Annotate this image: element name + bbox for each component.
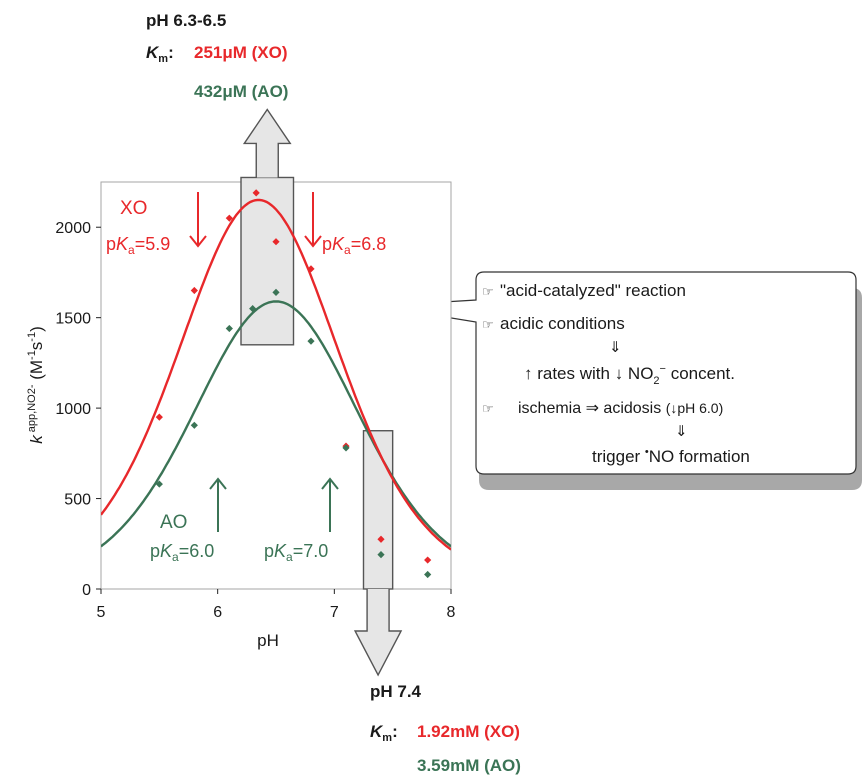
xo-data-point (307, 265, 315, 273)
xo-pka1-arrow-icon (189, 192, 207, 248)
callout-arrow1: ⇓ (609, 339, 622, 356)
ao-data-point (225, 324, 233, 333)
ao-label: AO (160, 512, 187, 533)
bottom-km-label: Km: (370, 722, 398, 744)
y-tick-label: 0 (82, 582, 91, 599)
xo-data-point (377, 535, 385, 543)
data-points (155, 189, 432, 579)
callout-line1: "acid-catalyzed" reaction (500, 281, 686, 300)
ao-data-point (307, 337, 315, 345)
xo-pka-arrows (189, 192, 322, 248)
bottom-km-ao: 3.59mM (AO) (417, 756, 521, 775)
ao-pka1-arrow-icon (209, 477, 227, 532)
bottom-km-xo: 1.92mM (XO) (417, 722, 520, 741)
ao-annotations: AO pKa=6.0 pKa=7.0 (150, 477, 339, 564)
top-ph-range: pH 6.3-6.5 (146, 11, 226, 30)
y-tick-label: 2000 (55, 220, 91, 237)
x-tick-label: 6 (213, 604, 222, 621)
xo-pka2-label: pKa=6.8 (322, 234, 386, 257)
down-block-arrow-icon (353, 589, 403, 677)
ao-pka-arrows (209, 477, 339, 532)
ao-data-point (190, 421, 198, 429)
xo-data-point (424, 556, 432, 564)
x-tick-label: 5 (97, 604, 106, 621)
x-axis: 5 6 7 8 (97, 589, 456, 621)
xo-annotations: XO pKa=5.9 pKa=6.8 (106, 192, 386, 257)
xo-data-point (252, 189, 260, 197)
y-axis: 0 500 1000 1500 2000 (55, 220, 101, 599)
xo-data-point (272, 238, 280, 246)
xo-fit-curve (101, 198, 451, 551)
callout-line2: acidic conditions (500, 314, 625, 333)
pointing-hand-icon: ☞ (482, 317, 494, 332)
bottom-ph: pH 7.4 (370, 682, 422, 701)
highlight-box-2 (362, 430, 394, 590)
x-tick-label: 8 (447, 604, 456, 621)
top-km-ao: 432μM (AO) (194, 82, 288, 101)
x-axis-title: pH (257, 631, 279, 650)
bottom-annotation: pH 7.4 Km: 1.92mM (XO) 3.59mM (AO) (370, 682, 521, 775)
top-annotation: pH 6.3-6.5 Km: 251μM (XO) 432μM (AO) (146, 11, 288, 101)
top-km-label: Km: (146, 43, 174, 65)
ao-pka1-label: pKa=6.0 (150, 541, 214, 564)
x-tick-label: 7 (330, 604, 339, 621)
xo-data-point (155, 413, 163, 421)
ao-data-point (377, 551, 385, 559)
y-tick-label: 1500 (55, 311, 91, 328)
xo-data-point (225, 214, 233, 222)
pointing-hand-icon: ☞ (482, 284, 494, 299)
y-tick-label: 500 (64, 492, 91, 509)
y-axis-title: k app,NO2- (M-1s-1) (26, 326, 46, 444)
pointing-hand-icon: ☞ (482, 401, 494, 416)
xo-pka1-label: pKa=5.9 (106, 234, 170, 257)
xo-pka2-arrow-icon (304, 192, 322, 248)
ao-pka2-arrow-icon (321, 477, 339, 532)
xo-data-point (190, 286, 198, 295)
callout-line5: trigger •NO formation (592, 446, 750, 466)
ao-pka2-label: pKa=7.0 (264, 541, 328, 564)
callout-box (377, 271, 857, 475)
xo-label: XO (120, 198, 147, 219)
ao-data-point (342, 444, 350, 452)
callout-line4: ischemia ⇒ acidosis (↓pH 6.0) (518, 400, 723, 417)
ao-data-point (155, 480, 163, 488)
top-km-xo: 251μM (XO) (194, 43, 288, 62)
callout: ☞ "acid-catalyzed" reaction ☞ acidic con… (377, 271, 862, 490)
ao-data-point (272, 288, 280, 296)
callout-arrow2: ⇓ (675, 423, 688, 440)
ao-data-point (249, 305, 257, 313)
up-block-arrow-icon (242, 108, 292, 178)
y-tick-label: 1000 (55, 401, 91, 418)
ao-data-point (424, 570, 432, 579)
callout-line3: ↑ rates with ↓ NO2− concent. (524, 363, 735, 387)
